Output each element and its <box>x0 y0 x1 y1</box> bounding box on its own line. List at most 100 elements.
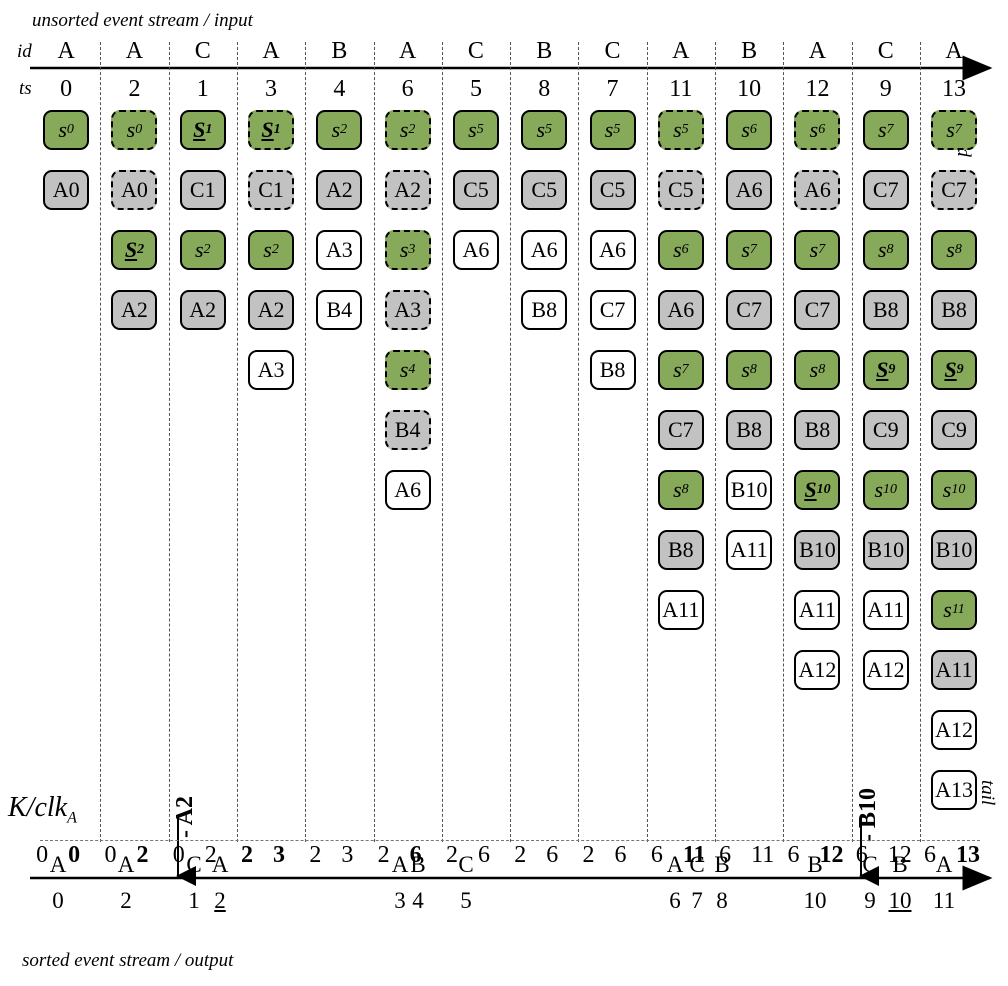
marker-a2: - A2 <box>172 796 198 838</box>
state-symbol: S <box>124 237 138 262</box>
state-index: 10 <box>883 482 898 497</box>
column-separator <box>578 42 580 842</box>
output-ts-label: 0 <box>52 888 64 913</box>
clk-value: 0 <box>68 842 81 868</box>
event-cell: C1 <box>179 170 226 210</box>
clk-value: 12 <box>819 842 844 868</box>
state-symbol: s <box>58 117 67 142</box>
clk-value: 13 <box>956 842 981 868</box>
event-cell: B8 <box>521 290 568 330</box>
k-value: 6 <box>924 842 937 868</box>
output-ts-label: 10 <box>888 888 912 913</box>
event-cell: C7 <box>931 170 978 210</box>
state-symbol: s <box>946 117 955 142</box>
state-symbol: s <box>399 237 409 262</box>
input-id-label: B <box>331 38 348 64</box>
state-index: 5 <box>545 122 553 137</box>
input-ts-label: 13 <box>942 76 967 102</box>
event-cell: C7 <box>589 290 636 330</box>
output-ts-label: 1 <box>188 888 200 913</box>
output-id-label: C <box>458 852 474 877</box>
state-index: 7 <box>954 122 962 137</box>
state-symbol: s <box>741 357 750 382</box>
event-cell: C7 <box>862 170 909 210</box>
state-index: 6 <box>749 122 757 137</box>
state-symbol: s <box>946 237 955 262</box>
input-ts-label: 12 <box>805 76 830 102</box>
event-cell: B10 <box>794 530 841 570</box>
event-cell: A11 <box>657 590 704 630</box>
event-cell: B8 <box>657 530 704 570</box>
state-index: 6 <box>818 122 826 137</box>
state-symbol: S <box>804 477 817 502</box>
event-cell: A3 <box>248 350 295 390</box>
input-id-label: A <box>945 38 963 64</box>
event-cell: B8 <box>931 290 978 330</box>
state-index: 8 <box>954 242 962 257</box>
column-separator <box>441 42 443 842</box>
state-symbol: s <box>673 477 682 502</box>
clk-value: 11 <box>751 842 775 868</box>
state-index: 8 <box>681 482 689 497</box>
input-ts-label: 3 <box>265 76 278 102</box>
state-index: 10 <box>816 482 831 497</box>
state-symbol: s <box>809 357 819 382</box>
event-cell: A2 <box>384 170 431 210</box>
event-cell: B8 <box>862 290 909 330</box>
state-index: 1 <box>273 122 281 137</box>
clk-value: 6 <box>409 842 422 868</box>
event-cell: B8 <box>589 350 636 390</box>
event-cell: A2 <box>179 290 226 330</box>
k-clk-sub: A <box>67 809 77 827</box>
input-ts-label: 4 <box>333 76 346 102</box>
state-index: 3 <box>408 242 416 257</box>
column-separator <box>919 42 921 842</box>
state-symbol: s <box>874 477 884 502</box>
output-id-label: C <box>689 852 705 877</box>
input-id-label: C <box>194 38 211 64</box>
input-id-label: A <box>125 38 144 64</box>
state-index: 7 <box>818 242 826 257</box>
state-symbol: s <box>741 237 750 262</box>
state-index: 6 <box>681 242 689 257</box>
event-cell: B4 <box>384 410 431 450</box>
clk-value: 6 <box>546 842 559 868</box>
tail-label: tail <box>977 780 998 806</box>
output-id-label: B <box>892 852 908 877</box>
output-ts-label: 5 <box>460 888 472 913</box>
state-symbol: s <box>942 477 952 502</box>
state-index: 9 <box>888 362 896 377</box>
event-cell: A2 <box>248 290 295 330</box>
state-index: 9 <box>956 362 964 377</box>
state-index: 11 <box>951 602 965 617</box>
event-cell: A2 <box>111 290 158 330</box>
input-id-label: C <box>467 38 484 64</box>
event-cell: B4 <box>316 290 363 330</box>
state-index: 8 <box>749 362 757 377</box>
state-index: 8 <box>886 242 894 257</box>
input-id-label: A <box>398 38 417 64</box>
output-id-label: A <box>211 852 229 877</box>
input-id-label: B <box>741 38 758 64</box>
event-cell: B10 <box>726 470 773 510</box>
output-id-label: C <box>862 852 878 877</box>
output-id-label: A <box>391 852 409 877</box>
state-symbol: s <box>673 237 682 262</box>
state-index: 0 <box>66 122 74 137</box>
k-value: 0 <box>172 842 185 868</box>
output-id-label: A <box>117 852 135 877</box>
